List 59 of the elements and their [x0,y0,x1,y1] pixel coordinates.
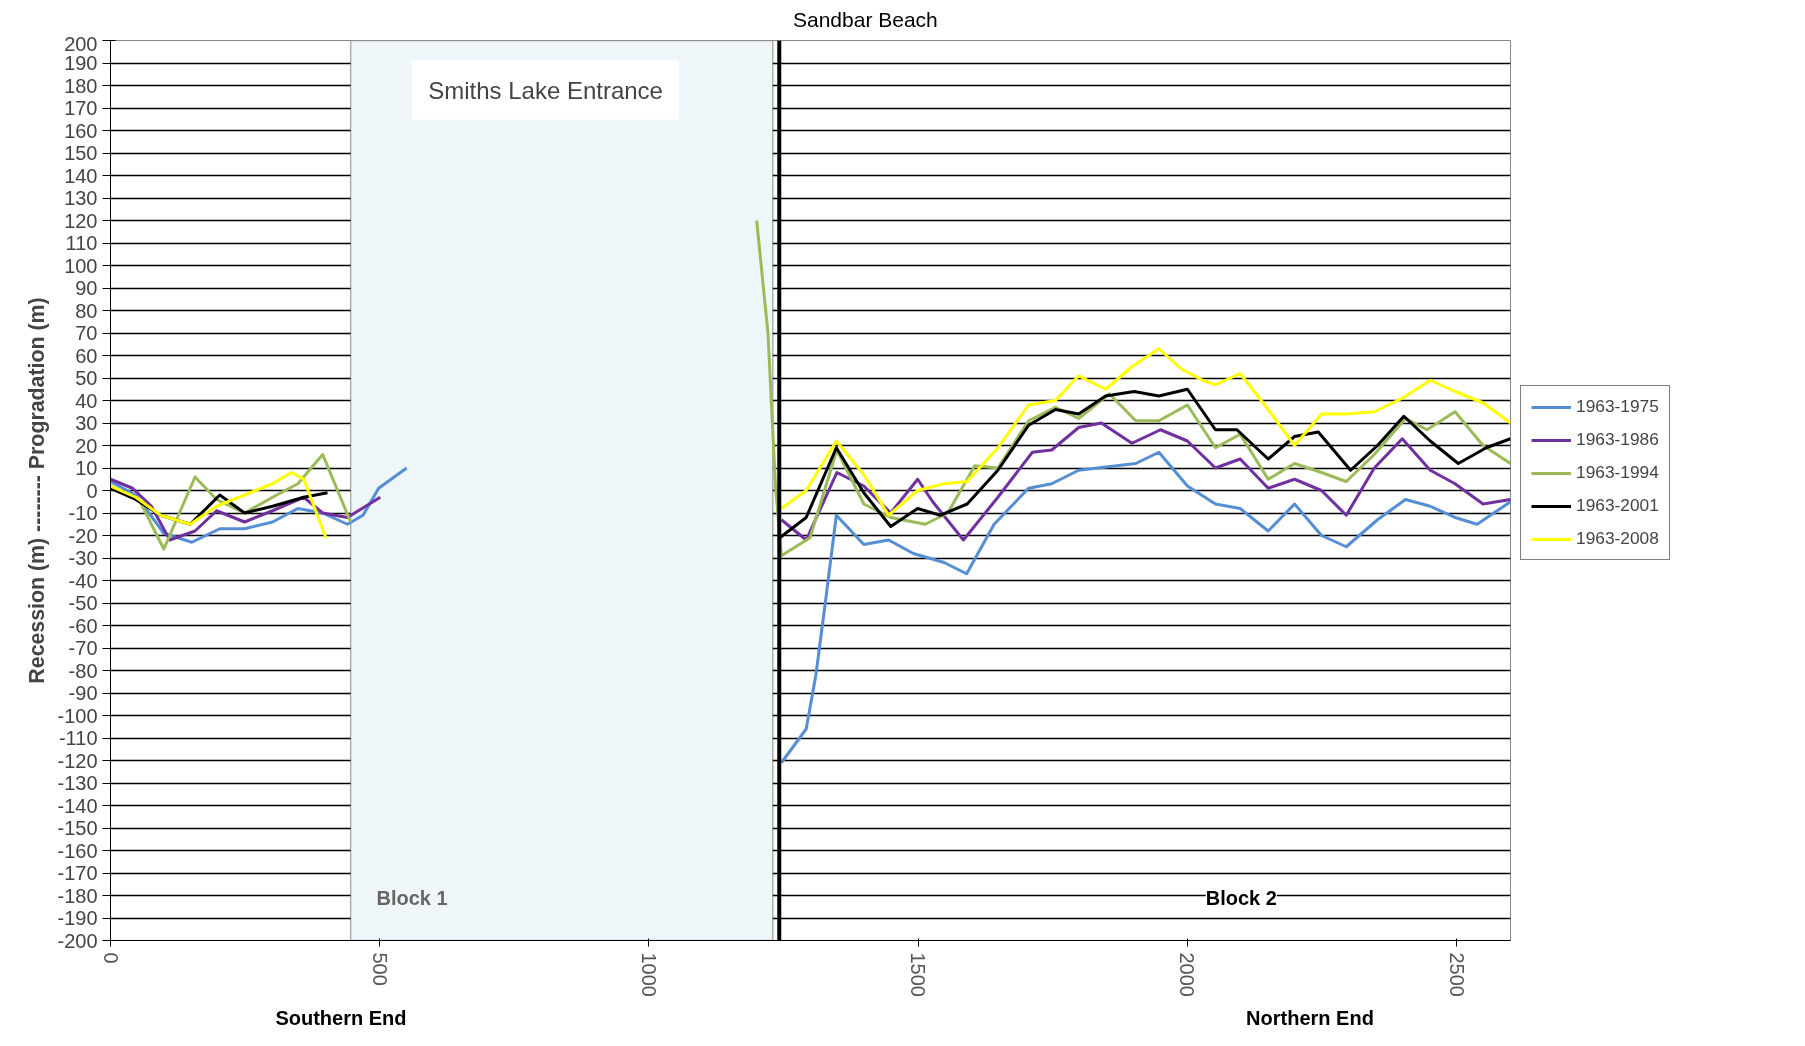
y-axis-title: Recession (m) -------- Progradation (m) [25,297,50,684]
y-tick-label: -60 [68,614,98,637]
y-tick-label: -90 [68,682,98,704]
x-tick-label: 2000 [1176,952,1199,997]
y-tick-label: 160 [64,119,98,142]
y-tick-label: 40 [75,389,98,412]
y-tick-label: 0 [86,479,98,502]
y-tick-label: -80 [68,659,98,682]
y-tick-label: 170 [64,97,98,119]
y-tick-label: -70 [68,637,98,659]
y-tick-label: 200 [64,32,98,55]
annotation: Block 2 [1205,887,1277,909]
y-tick-label: 80 [75,299,98,322]
y-tick-label: 50 [75,367,98,389]
y-tick-label: -160 [57,839,98,862]
y-tick-label: 90 [75,277,98,299]
y-tick-label: 190 [64,52,98,74]
x-tick-label: 1000 [637,952,660,997]
ref-line-label: Sandbar Beach [793,7,938,33]
y-tick-label: -40 [68,569,98,592]
y-tick-label: 30 [75,412,98,434]
y-tick-label: 180 [64,74,98,97]
legend-label: 1963-1975 [1576,396,1659,417]
band-label: Smiths Lake Entrance [428,76,663,104]
legend-label: 1963-1986 [1576,429,1659,450]
y-tick-label: -30 [68,547,98,569]
y-tick-label: -10 [68,502,98,524]
x-tick-label: 0 [99,952,122,964]
y-tick-label: -190 [57,907,98,929]
legend-label: 1963-1994 [1576,462,1659,483]
x-tick-label: 1500 [907,952,930,997]
y-tick-label: -200 [57,929,98,952]
text: Southern End [274,1006,408,1031]
y-tick-label: -180 [57,884,98,907]
x-tick-label: 2500 [1445,952,1468,997]
y-tick-label: -20 [68,524,98,547]
y-tick-label: 10 [75,457,98,479]
y-tick-label: -150 [57,817,98,839]
y-tick-label: 20 [75,434,98,457]
y-tick-label: -100 [57,704,98,727]
y-tick-label: -170 [57,862,98,884]
legend-label: 1963-2008 [1576,528,1659,549]
y-tick-label: 100 [64,254,98,277]
y-tick-label: -110 [58,727,98,749]
y-tick-label: 70 [75,322,98,344]
y-tick-label: 120 [64,209,98,232]
y-tick-label: -130 [57,772,98,794]
y-tick-label: 140 [64,164,98,187]
y-tick-label: 60 [75,344,98,367]
y-tick-label: -140 [57,794,98,817]
text: Northern End [1245,1006,1375,1031]
annotation: Block 1 [376,887,448,909]
x-tick-label: 500 [368,952,391,986]
y-tick-label: 110 [65,232,98,254]
y-tick-label: 150 [64,142,98,164]
y-tick-label: 130 [64,187,98,209]
y-tick-label: -50 [68,592,98,614]
y-tick-label: -120 [57,749,98,772]
legend-label: 1963-2001 [1576,495,1659,516]
